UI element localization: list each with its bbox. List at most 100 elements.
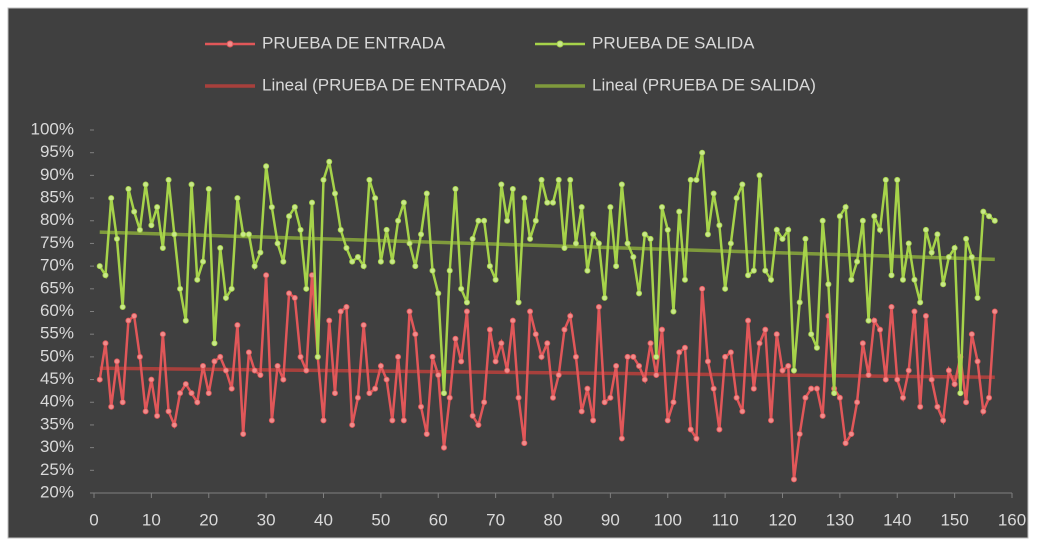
data-point [550, 199, 557, 206]
data-point [630, 254, 637, 261]
data-point [934, 231, 941, 238]
data-point [119, 303, 126, 310]
data-point [418, 231, 425, 238]
data-point [257, 249, 264, 256]
data-point [745, 317, 752, 324]
data-point [257, 372, 264, 379]
data-point [251, 263, 258, 270]
data-point [446, 267, 453, 274]
data-point [664, 417, 671, 424]
data-point [349, 258, 356, 265]
data-point [940, 417, 947, 424]
data-point [372, 385, 379, 392]
data-point [802, 235, 809, 242]
y-tick-label: 75% [40, 233, 74, 252]
data-point [945, 254, 952, 261]
data-point [113, 235, 120, 242]
data-point [733, 195, 740, 202]
data-point [727, 240, 734, 247]
data-point [963, 235, 970, 242]
data-point [922, 226, 929, 233]
data-point [383, 226, 390, 233]
data-point [618, 181, 625, 188]
data-point [188, 181, 195, 188]
data-point [595, 303, 602, 310]
data-point [429, 353, 436, 360]
data-point [790, 476, 797, 483]
data-point [354, 254, 361, 261]
data-point [406, 308, 413, 315]
data-point [911, 308, 918, 315]
data-point [871, 317, 878, 324]
data-point [882, 176, 889, 183]
data-point [951, 381, 958, 388]
data-point [354, 394, 361, 401]
data-point [607, 394, 614, 401]
y-tick-label: 35% [40, 414, 74, 433]
data-point [532, 331, 539, 338]
data-point [481, 399, 488, 406]
data-point [377, 362, 384, 369]
data-point [136, 353, 143, 360]
data-point [848, 276, 855, 283]
data-point [676, 208, 683, 215]
data-point [968, 331, 975, 338]
data-point [802, 394, 809, 401]
y-tick-label: 90% [40, 165, 74, 184]
data-point [561, 326, 568, 333]
data-point [974, 294, 981, 301]
data-point [280, 376, 287, 383]
data-point [194, 399, 201, 406]
data-point [991, 217, 998, 224]
data-point [819, 217, 826, 224]
data-point [762, 326, 769, 333]
data-point [234, 195, 241, 202]
data-point [739, 408, 746, 415]
data-point [228, 285, 235, 292]
data-point [435, 290, 442, 297]
data-point [762, 267, 769, 274]
data-point [756, 172, 763, 179]
data-point [400, 199, 407, 206]
y-tick-label: 65% [40, 278, 74, 297]
data-point [750, 385, 757, 392]
data-point [509, 317, 516, 324]
data-point [509, 185, 516, 192]
data-point [624, 240, 631, 247]
data-point [171, 231, 178, 238]
data-point [951, 244, 958, 251]
data-point [636, 290, 643, 297]
data-point [222, 367, 229, 374]
data-point [286, 290, 293, 297]
legend-marker [556, 40, 564, 48]
data-point [205, 185, 212, 192]
data-point [521, 440, 528, 447]
data-point [716, 426, 723, 433]
data-point [131, 313, 138, 320]
data-point [928, 376, 935, 383]
data-point [119, 399, 126, 406]
data-point [963, 399, 970, 406]
data-point [251, 367, 258, 374]
y-tick-label: 55% [40, 324, 74, 343]
data-point [504, 217, 511, 224]
data-point [406, 240, 413, 247]
data-point [492, 358, 499, 365]
data-point [205, 390, 212, 397]
data-point [245, 349, 252, 356]
data-point [475, 421, 482, 428]
data-point [613, 362, 620, 369]
data-point [486, 326, 493, 333]
x-tick-label: 50 [371, 510, 390, 529]
data-point [297, 353, 304, 360]
data-point [532, 217, 539, 224]
data-point [395, 353, 402, 360]
data-point [429, 267, 436, 274]
data-point [790, 367, 797, 374]
data-point [182, 381, 189, 388]
data-point [647, 235, 654, 242]
data-point [871, 213, 878, 220]
data-point [716, 222, 723, 229]
data-point [653, 353, 660, 360]
